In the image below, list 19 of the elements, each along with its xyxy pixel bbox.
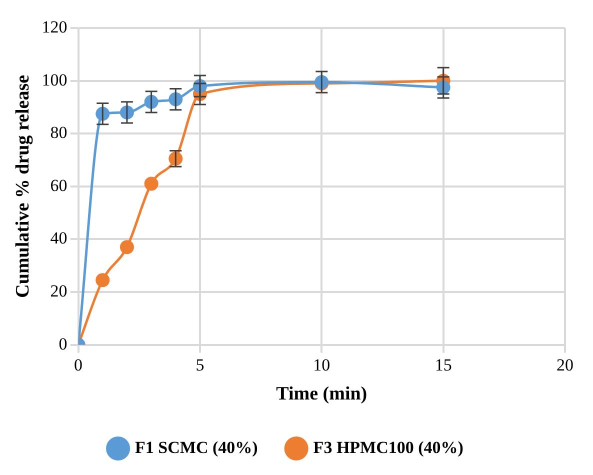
x-tick-label: 5 [196,355,204,374]
y-tick-label: 60 [50,176,68,195]
point [120,240,134,254]
y-tick-label: 80 [50,123,68,142]
x-tick-label: 20 [556,355,574,374]
x-axis-title: Time (min) [276,384,368,405]
y-tick-label: 120 [42,17,68,36]
point [144,176,158,191]
y-tick-label: 0 [58,334,68,354]
y-axis-title: Cumulative % drug release [12,74,34,298]
y-tick-label: 20 [50,281,68,300]
x-tick-label: 0 [74,355,83,374]
y-tick-label: 100 [42,70,68,90]
legend-label: F1 SCMC (40%) [135,438,258,457]
x-tick-label: 10 [313,355,330,374]
point [96,273,110,288]
y-tick-label: 40 [50,228,68,248]
x-tick-label: 15 [434,355,452,374]
legend-label: F3 HPMC100 (40%) [313,438,464,457]
